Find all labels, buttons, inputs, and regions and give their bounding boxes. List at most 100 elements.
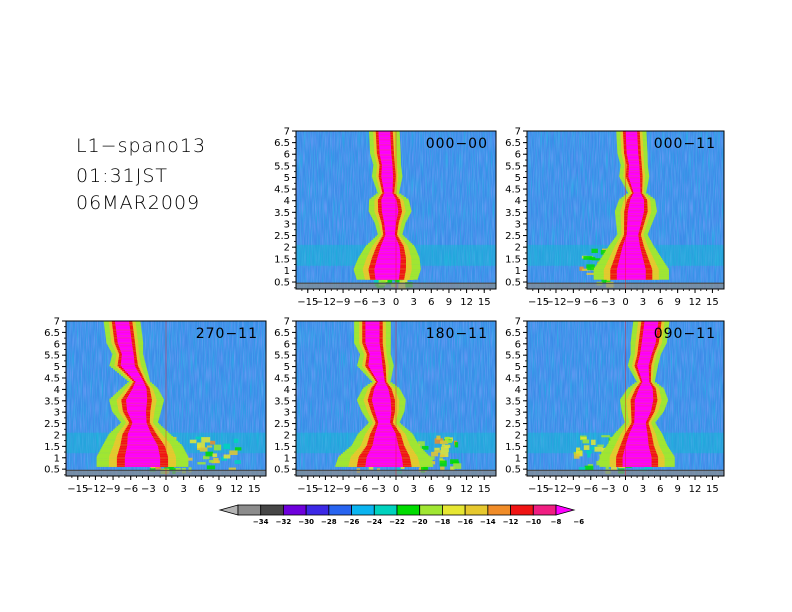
core-slice [623,453,652,456]
core-slice [634,409,652,412]
core-slice [128,393,147,396]
core-slice [616,277,646,280]
core-slice [374,271,400,274]
x-tick-label: −9 [336,484,351,495]
core-slice [627,210,645,212]
y-tick-label: 5.5 [505,161,521,172]
y-tick-label: 4 [515,196,521,207]
x-tick-label: −3 [601,484,616,495]
core-slice [628,206,645,209]
colorbar-label: −32 [276,518,292,526]
colorbar-swatch [419,504,443,516]
y-tick-label: 2 [515,430,521,441]
core-slice [619,259,644,262]
core-slice [630,198,644,201]
core-slice [385,231,396,234]
core-slice [631,195,643,198]
core-slice [374,387,389,390]
colorbar-label: −8 [551,518,562,526]
core-slice [373,374,384,377]
core-slice [116,328,131,331]
core-slice [379,248,400,250]
core-slice [633,422,646,425]
x-tick-label: −6 [583,297,598,308]
echo-cell [210,440,216,445]
core-slice [127,372,140,375]
core-slice [121,353,134,356]
core-slice [641,377,650,380]
core-slice [375,429,395,432]
core-slice [380,157,392,160]
core-slice [371,369,384,372]
echo-cell [431,451,439,457]
core-slice [125,369,138,372]
core-slice [128,431,151,433]
core-slice [381,201,398,204]
core-slice [640,353,652,356]
echo-cell [446,439,452,444]
y-tick-label: 3 [284,408,290,419]
core-slice [376,259,401,262]
echo-cell [439,460,447,467]
core-slice [374,269,400,272]
y-tick-label: 4.5 [44,373,60,384]
echo-cell [450,466,455,471]
core-slice [624,447,650,450]
core-slice [378,130,391,133]
x-tick-label: 6 [657,484,663,495]
echo-cell [439,457,443,461]
panel-5: 090−110.511.522.533.544.555.566.57−15−12… [505,317,725,495]
core-slice [370,367,383,370]
core-slice [117,340,132,343]
colorbar-label: −10 [525,518,541,526]
core-slice [381,165,393,168]
core-slice [383,186,393,189]
echo-cell [440,440,449,444]
core-slice [120,362,135,365]
core-slice [120,364,135,367]
x-tick-label: 9 [446,297,452,308]
core-slice [642,380,650,383]
echo-cell [380,277,385,283]
y-tick-label: 3 [54,408,60,419]
echo-cell [423,466,428,470]
core-slice [628,175,640,178]
core-slice [638,387,653,390]
core-slice [374,375,385,378]
echo-cell [582,439,590,444]
core-slice [369,356,382,359]
colorbar-swatch [305,504,330,516]
core-slice [627,223,641,226]
core-slice [641,340,656,343]
core-slice [126,401,147,404]
core-slice [124,458,161,461]
core-slice [617,264,645,267]
core-slice [373,392,390,394]
y-tick-label: 4 [515,385,521,396]
y-tick-label: 7 [54,317,60,328]
core-slice [126,398,148,401]
core-slice [643,328,658,331]
core-slice [626,152,639,155]
core-slice [135,380,144,383]
core-slice [634,403,653,406]
y-tick-label: 5.5 [274,161,290,172]
echo-cell [208,460,215,463]
y-tick-label: 3 [515,408,521,419]
echo-cell [205,451,214,457]
core-slice [373,437,397,440]
core-slice [620,253,642,255]
core-slice [372,401,391,404]
core-slice [626,440,649,443]
panel-label: 270−11 [196,326,258,342]
core-slice [127,442,157,445]
core-slice [616,272,646,275]
core-slice [636,393,654,396]
x-tick-label: 0 [393,484,399,495]
core-slice [385,233,395,236]
core-slice [634,401,653,404]
echo-cell [583,445,590,450]
core-slice [636,395,654,398]
core-slice [127,440,156,443]
core-slice [381,208,399,211]
